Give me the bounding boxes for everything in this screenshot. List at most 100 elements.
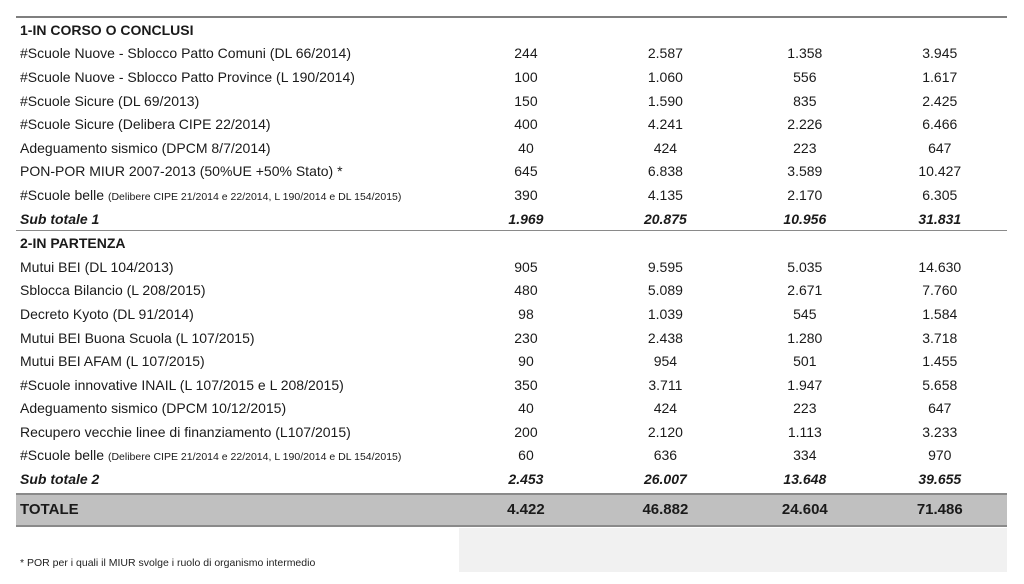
section-title: 2-IN PARTENZA (20, 235, 126, 252)
row-value: 2.425 (922, 92, 958, 109)
subtotal-row: Sub totale 1 1.969 20.875 10.956 31.831 (16, 207, 1007, 232)
subtotal-value: 13.648 (783, 471, 827, 488)
row-label-text: #Scuole Sicure (DL 69/2013) (20, 92, 200, 109)
row-value: 1.060 (647, 68, 683, 85)
row-label: PON-POR MIUR 2007-2013 (50%UE +50% Stato… (16, 163, 458, 179)
row-value: 390 (514, 186, 538, 203)
row-value: 3.233 (922, 423, 958, 440)
row-value: 223 (793, 139, 817, 156)
row-value: 1.947 (787, 376, 823, 393)
row-value: 60 (518, 447, 534, 464)
row-value: 501 (793, 353, 817, 370)
row-label: Decreto Kyoto (DL 91/2014) (16, 306, 458, 322)
subtotal-label: Sub totale 1 (20, 210, 100, 227)
row-label-text: #Scuole innovative INAIL (L 107/2015 e L… (20, 376, 344, 393)
row-value: 334 (793, 447, 817, 464)
section-header: 1-IN CORSO O CONCLUSI (16, 18, 1007, 42)
row-value: 5.658 (922, 376, 958, 393)
row-value: 424 (653, 400, 678, 417)
row-value: 647 (928, 400, 952, 417)
table-row: PON-POR MIUR 2007-2013 (50%UE +50% Stato… (16, 160, 1007, 184)
row-label-text: Mutui BEI AFAM (L 107/2015) (20, 353, 205, 370)
row-value: 424 (653, 139, 678, 156)
row-value: 1.617 (922, 68, 958, 85)
section-header: 2-IN PARTENZA (16, 231, 1007, 255)
total-row: TOTALE 4.422 46.882 24.604 71.486 (16, 492, 1007, 527)
row-value: 2.671 (787, 282, 823, 299)
row-value: 3.945 (922, 45, 958, 62)
row-value: 2.120 (647, 423, 683, 440)
subtotal-value: 10.956 (783, 210, 827, 227)
row-value: 223 (793, 400, 817, 417)
subtotal-value: 1.969 (508, 210, 544, 227)
total-value: 71.486 (916, 501, 963, 519)
row-value: 954 (653, 353, 678, 370)
row-label-text: Adeguamento sismico (DPCM 10/12/2015) (20, 400, 287, 417)
table-row: Mutui BEI Buona Scuola (L 107/2015) 230 2.… (16, 326, 1007, 350)
row-value: 6.838 (647, 163, 683, 180)
subtotal-value: 31.831 (918, 210, 962, 227)
row-value: 647 (928, 139, 952, 156)
row-value: 480 (514, 282, 538, 299)
subtotal-value: 20.875 (643, 210, 687, 227)
table-row: Mutui BEI AFAM (L 107/2015) 90 954 501 1.455 (16, 349, 1007, 373)
row-label-text: #Scuole belle (20, 447, 108, 464)
row-value: 5.035 (787, 258, 823, 275)
row-value: 1.280 (787, 329, 823, 346)
row-label-text: Sblocca Bilancio (L 208/2015) (20, 282, 206, 299)
row-label: Mutui BEI (DL 104/2013) (16, 259, 458, 275)
total-value: 24.604 (781, 501, 828, 519)
row-value: 10.427 (918, 163, 962, 180)
row-value: 350 (514, 376, 538, 393)
row-label: Mutui BEI AFAM (L 107/2015) (16, 353, 458, 369)
row-label: #Scuole innovative INAIL (L 107/2015 e L… (16, 377, 458, 393)
table-row: Adeguamento sismico (DPCM 8/7/2014) 40 424… (16, 136, 1007, 160)
row-label: #Scuole Sicure (Delibera CIPE 22/2014) (16, 116, 458, 132)
row-value: 14.630 (918, 258, 962, 275)
row-value: 150 (514, 92, 538, 109)
grey-panel (459, 528, 1007, 572)
row-value: 556 (793, 68, 817, 85)
row-value: 3.589 (787, 163, 823, 180)
row-label-text: Adeguamento sismico (DPCM 8/7/2014) (20, 139, 271, 156)
row-value: 2.587 (647, 45, 683, 62)
row-value: 4.241 (647, 116, 683, 133)
row-value: 90 (518, 353, 534, 370)
row-value: 545 (793, 305, 817, 322)
row-label: Sblocca Bilancio (L 208/2015) (16, 282, 458, 298)
row-label-text: Mutui BEI Buona Scuola (L 107/2015) (20, 329, 255, 346)
table-row: #Scuole innovative INAIL (L 107/2015 e L… (16, 373, 1007, 397)
footnote: * POR per i quali il MIUR svolge i ruolo… (20, 557, 316, 569)
row-value: 5.089 (647, 282, 683, 299)
row-value: 40 (518, 400, 534, 417)
total-value: 4.422 (507, 501, 545, 519)
row-value: 98 (518, 305, 534, 322)
row-value: 6.305 (922, 186, 958, 203)
table-row: #Scuole Nuove - Sblocco Patto Province (… (16, 65, 1007, 89)
row-value: 970 (928, 447, 952, 464)
table-row: Recupero vecchie linee di finanziamento … (16, 420, 1007, 444)
funding-table: 1-IN CORSO O CONCLUSI #Scuole Nuove - Sb… (16, 16, 1007, 527)
row-label: Adeguamento sismico (DPCM 8/7/2014) (16, 140, 458, 156)
row-value: 2.438 (647, 329, 683, 346)
table-row: Decreto Kyoto (DL 91/2014) 98 1.039 545 1.58… (16, 302, 1007, 326)
row-value: 40 (518, 139, 534, 156)
row-value: 1.358 (787, 45, 823, 62)
row-value: 244 (514, 45, 538, 62)
top-rule (16, 16, 1007, 18)
row-label: #Scuole belle (Delibere CIPE 21/2014 e 2… (16, 187, 458, 203)
row-label-note: (Delibere CIPE 21/2014 e 22/2014, L 190/… (107, 451, 402, 464)
subtotal-value: 2.453 (508, 471, 544, 488)
section-title: 1-IN CORSO O CONCLUSI (20, 21, 194, 38)
table-row: Adeguamento sismico (DPCM 10/12/2015) 40 4… (16, 397, 1007, 421)
subtotal-label: Sub totale 2 (20, 471, 100, 488)
row-label-text: Decreto Kyoto (DL 91/2014) (20, 305, 194, 322)
table-row: Mutui BEI (DL 104/2013) 905 9.595 5.035 14.6… (16, 255, 1007, 279)
row-label: #Scuole belle (Delibere CIPE 21/2014 e 2… (16, 447, 458, 463)
row-label-text: #Scuole Nuove - Sblocco Patto Comuni (DL… (20, 45, 351, 62)
row-label-text: #Scuole belle (20, 186, 108, 203)
table-row: #Scuole belle (Delibere CIPE 21/2014 e 2… (16, 444, 1007, 468)
row-value: 400 (514, 116, 538, 133)
row-value: 645 (514, 163, 538, 180)
row-label-text: #Scuole Sicure (Delibera CIPE 22/2014) (20, 116, 271, 133)
